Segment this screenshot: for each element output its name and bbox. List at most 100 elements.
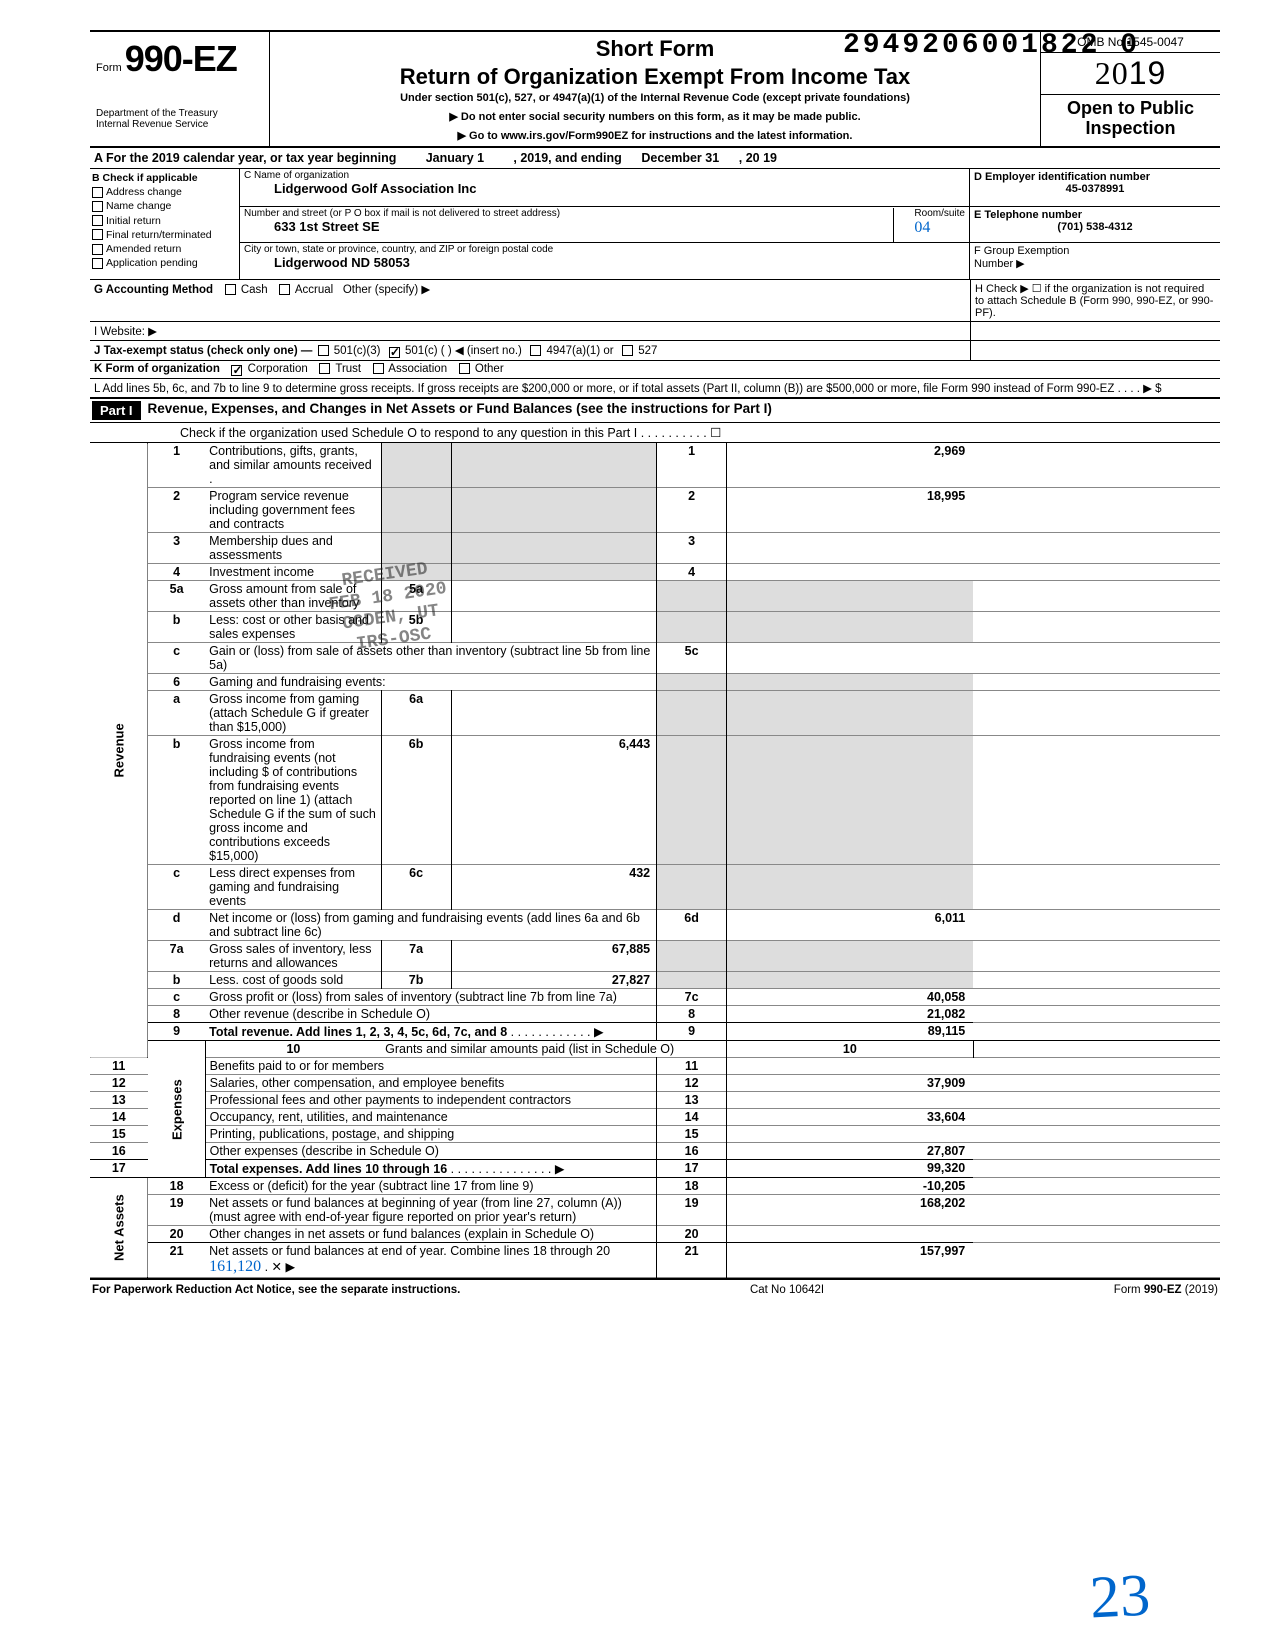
- chk-accrual[interactable]: [279, 284, 290, 295]
- website-label: I Website: ▶: [90, 322, 970, 340]
- line18-desc: Excess or (deficit) for the year (subtra…: [205, 1178, 657, 1195]
- dept-treasury: Department of the Treasury Internal Reve…: [96, 108, 263, 130]
- line20-val: [727, 1226, 974, 1243]
- line10-val: [973, 1041, 1220, 1058]
- chk-final-return[interactable]: Final return/terminated: [92, 228, 237, 242]
- line11-desc: Benefits paid to or for members: [205, 1058, 657, 1075]
- chk-trust[interactable]: [319, 363, 330, 374]
- line7b-desc: Less. cost of goods sold: [205, 972, 381, 989]
- row-a-mid: , 2019, and ending: [513, 151, 621, 165]
- open-to-public: Open to Public Inspection: [1041, 94, 1220, 143]
- line21-desc: Net assets or fund balances at end of ye…: [209, 1244, 610, 1258]
- form-prefix: Form: [96, 62, 122, 74]
- group-exemption: F Group Exemption Number ▶: [970, 243, 1220, 279]
- chk-name-change[interactable]: Name change: [92, 199, 237, 213]
- line4-desc: Investment income: [205, 564, 381, 581]
- paperwork-notice: For Paperwork Reduction Act Notice, see …: [92, 1284, 460, 1296]
- chk-application-pending[interactable]: Application pending: [92, 256, 237, 270]
- page-footer: For Paperwork Reduction Act Notice, see …: [90, 1278, 1220, 1296]
- phone-value: (701) 538-4312: [974, 221, 1216, 233]
- col-b-checkboxes: B Check if applicable Address change Nam…: [90, 169, 240, 279]
- line3-desc: Membership dues and assessments: [205, 533, 381, 564]
- line6d-val: 6,011: [727, 910, 974, 941]
- line13-desc: Professional fees and other payments to …: [205, 1092, 657, 1109]
- side-expenses: Expenses: [148, 1041, 206, 1178]
- row-j-tax-status: J Tax-exempt status (check only one) — 5…: [90, 341, 1220, 361]
- line4-val: [727, 564, 974, 581]
- phone-label: E Telephone number: [974, 209, 1216, 221]
- line14-desc: Occupancy, rent, utilities, and maintena…: [205, 1109, 657, 1126]
- part1-schedO: Check if the organization used Schedule …: [180, 425, 721, 440]
- org-name: Lidgerwood Golf Association Inc: [244, 181, 965, 196]
- line2-desc: Program service revenue including govern…: [205, 488, 381, 533]
- line7b-val: 27,827: [451, 972, 657, 989]
- chk-association[interactable]: [373, 363, 384, 374]
- line5a-val: [451, 581, 657, 612]
- col-def: D Employer identification number 45-0378…: [970, 169, 1220, 279]
- line5a-desc: Gross amount from sale of assets other t…: [205, 581, 381, 612]
- line12-desc: Salaries, other compensation, and employ…: [205, 1075, 657, 1092]
- schedule-b-note: H Check ▶ ☐ if the organization is not r…: [970, 280, 1220, 321]
- ein-value: 45-0378991: [974, 183, 1216, 195]
- line5c-desc: Gain or (loss) from sale of assets other…: [205, 643, 657, 674]
- line7a-val: 67,885: [451, 941, 657, 972]
- room-suite-value: 04: [914, 219, 930, 236]
- tax-year-end: December 31: [625, 151, 735, 165]
- ssn-warning: ▶ Do not enter social security numbers o…: [276, 110, 1034, 123]
- city-label: City or town, state or province, country…: [244, 244, 965, 255]
- line17-desc: Total expenses. Add lines 10 through 16: [210, 1162, 448, 1176]
- chk-address-change[interactable]: Address change: [92, 185, 237, 199]
- form-subtitle: Under section 501(c), 527, or 4947(a)(1)…: [276, 92, 1034, 104]
- row-a-tax-year: A For the 2019 calendar year, or tax yea…: [90, 148, 1220, 169]
- chk-amended-return[interactable]: Amended return: [92, 242, 237, 256]
- chk-cash[interactable]: [225, 284, 236, 295]
- line8-desc: Other revenue (describe in Schedule O): [205, 1006, 657, 1023]
- tax-status-label: J Tax-exempt status (check only one) —: [94, 345, 312, 357]
- line11-val: [727, 1058, 974, 1075]
- line19-val: 168,202: [727, 1195, 974, 1226]
- form-title: Return of Organization Exempt From Incom…: [276, 64, 1034, 90]
- accounting-method-label: G Accounting Method: [94, 284, 213, 296]
- website-instruction: ▶ Go to www.irs.gov/Form990EZ for instru…: [276, 129, 1034, 142]
- line3-val: [727, 533, 974, 564]
- line6a-desc: Gross income from gaming (attach Schedul…: [205, 691, 381, 736]
- org-address: 633 1st Street SE: [244, 219, 965, 234]
- chk-501c3[interactable]: [318, 345, 329, 356]
- chk-other-org[interactable]: [459, 363, 470, 374]
- chk-527[interactable]: [622, 345, 633, 356]
- row-k-form-org: K Form of organization Corporation Trust…: [90, 361, 1220, 379]
- cat-number: Cat No 10642I: [750, 1284, 824, 1296]
- col-b-head: B Check if applicable: [92, 171, 237, 185]
- form-number: 990-EZ: [125, 38, 237, 79]
- line7a-desc: Gross sales of inventory, less returns a…: [205, 941, 381, 972]
- line6d-desc: Net income or (loss) from gaming and fun…: [205, 910, 657, 941]
- line19-desc: Net assets or fund balances at beginning…: [205, 1195, 657, 1226]
- chk-initial-return[interactable]: Initial return: [92, 214, 237, 228]
- line16-desc: Other expenses (describe in Schedule O): [205, 1143, 657, 1160]
- line2-val: 18,995: [727, 488, 974, 533]
- line6b-desc: Gross income from fundraising events (no…: [205, 736, 381, 865]
- form-id-box: Form 990-EZ Department of the Treasury I…: [90, 32, 270, 146]
- side-revenue: Revenue: [90, 443, 148, 1058]
- form-ref: Form 990-EZ (2019): [1114, 1284, 1218, 1296]
- line15-val: [727, 1126, 974, 1143]
- chk-corporation[interactable]: [231, 365, 242, 376]
- line20-desc: Other changes in net assets or fund bala…: [205, 1226, 657, 1243]
- line21-handwritten: 161,120: [209, 1258, 261, 1275]
- line15-desc: Printing, publications, postage, and shi…: [205, 1126, 657, 1143]
- part1-header-row: Part I Revenue, Expenses, and Changes in…: [90, 399, 1220, 423]
- line14-val: 33,604: [727, 1109, 974, 1126]
- line5b-val: [451, 612, 657, 643]
- line1-val: 2,969: [727, 443, 974, 488]
- line6c-desc: Less direct expenses from gaming and fun…: [205, 865, 381, 910]
- row-l-gross-receipts: L Add lines 5b, 6c, and 7b to line 9 to …: [90, 379, 1220, 399]
- part1-title: Revenue, Expenses, and Changes in Net As…: [147, 401, 771, 416]
- line10-desc: Grants and similar amounts paid (list in…: [381, 1041, 726, 1058]
- line16-val: 27,807: [727, 1143, 974, 1160]
- line17-val: 99,320: [727, 1160, 974, 1178]
- org-name-label: C Name of organization: [244, 170, 965, 181]
- line1-desc: Contributions, gifts, grants, and simila…: [209, 444, 372, 486]
- chk-501c[interactable]: [389, 347, 400, 358]
- line7c-desc: Gross profit or (loss) from sales of inv…: [205, 989, 657, 1006]
- chk-4947[interactable]: [530, 345, 541, 356]
